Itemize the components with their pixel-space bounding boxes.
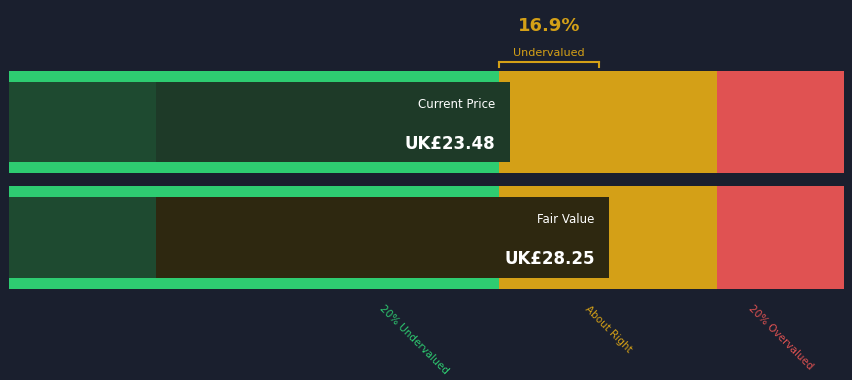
Bar bbox=[9, 162, 498, 173]
Bar bbox=[9, 71, 498, 82]
Bar bbox=[9, 186, 498, 198]
Bar bbox=[717, 198, 843, 277]
Bar bbox=[717, 186, 843, 198]
Bar bbox=[9, 82, 498, 162]
Bar bbox=[498, 71, 717, 82]
Bar bbox=[9, 277, 498, 289]
Text: About Right: About Right bbox=[582, 304, 633, 354]
Bar bbox=[498, 186, 717, 198]
Bar bbox=[717, 71, 843, 82]
Bar bbox=[717, 277, 843, 289]
Text: UK£23.48: UK£23.48 bbox=[404, 135, 494, 153]
Bar bbox=[498, 198, 717, 277]
Bar bbox=[9, 198, 498, 277]
Text: Current Price: Current Price bbox=[417, 98, 494, 111]
Bar bbox=[156, 198, 608, 277]
Text: Undervalued: Undervalued bbox=[513, 48, 584, 58]
Bar bbox=[498, 277, 717, 289]
Bar bbox=[498, 82, 717, 162]
Bar bbox=[717, 162, 843, 173]
Text: 20% Overvalued: 20% Overvalued bbox=[746, 304, 814, 372]
Text: 16.9%: 16.9% bbox=[517, 17, 579, 35]
Bar bbox=[717, 82, 843, 162]
Bar bbox=[498, 162, 717, 173]
Text: 20% Undervalued: 20% Undervalued bbox=[377, 304, 450, 376]
Bar bbox=[156, 82, 509, 162]
Text: Fair Value: Fair Value bbox=[537, 213, 594, 226]
Text: UK£28.25: UK£28.25 bbox=[504, 250, 594, 268]
